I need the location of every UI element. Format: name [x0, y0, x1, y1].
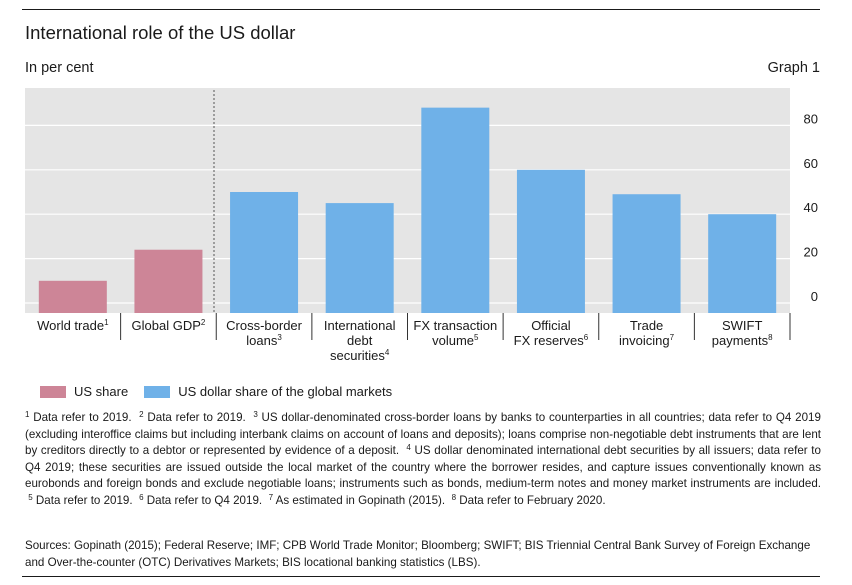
x-tick-label: payments8 — [712, 333, 773, 348]
x-tick-label: volume5 — [432, 333, 479, 348]
y-tick-label: 80 — [804, 111, 818, 126]
footnotes: 1 Data refer to 2019. 2 Data refer to 20… — [25, 410, 821, 507]
note-7: As estimated in Gopinath (2015). — [275, 493, 446, 507]
note-2: Data refer to 2019. — [147, 411, 246, 424]
bottom-rule — [22, 576, 820, 577]
x-tick-label: Trade — [630, 318, 663, 333]
y-tick-label: 0 — [811, 289, 818, 304]
x-tick-label: Cross-border — [226, 318, 303, 333]
x-tick-label: securities4 — [330, 348, 390, 363]
chart-title: International role of the US dollar — [25, 22, 296, 43]
unit-label: In per cent — [25, 60, 94, 76]
graph-number: Graph 1 — [767, 60, 820, 76]
x-tick-label: World trade1 — [37, 318, 109, 333]
x-tick-label: debt — [347, 333, 373, 348]
legend: US share US dollar share of the global m… — [40, 384, 408, 399]
legend-item-us-share: US share — [40, 384, 128, 399]
x-tick-label: FX transaction — [413, 318, 497, 333]
x-tick-label: loans3 — [246, 333, 282, 348]
y-tick-label: 40 — [804, 200, 818, 215]
legend-swatch-us-share — [40, 385, 66, 398]
note-4: US dollar denominated international debt… — [25, 444, 821, 490]
note-1: Data refer to 2019. — [33, 411, 132, 424]
legend-label-usd-global: US dollar share of the global markets — [178, 384, 393, 399]
x-tick-label: FX reserves6 — [514, 333, 589, 348]
x-tick-label: International — [324, 318, 396, 333]
bar — [421, 107, 490, 313]
x-tick-label: invoicing7 — [619, 333, 675, 348]
x-tick-label: SWIFT — [722, 318, 762, 333]
bar — [230, 192, 299, 313]
bar — [708, 214, 777, 313]
note-5: Data refer to 2019. — [35, 493, 133, 507]
note-3: US dollar-denominated cross-border loans… — [25, 411, 821, 457]
x-tick-label: Global GDP2 — [132, 318, 206, 333]
x-axis-labels: World trade1 Global GDP2 Cross-borderloans… — [37, 313, 791, 363]
legend-label-us-share: US share — [74, 384, 129, 399]
note-6: Data refer to Q4 2019. — [146, 493, 263, 507]
bar-chart: 0 20 40 60 80 World trade1 Global GDP2 Cross-b… — [25, 88, 818, 363]
bar — [516, 169, 585, 313]
legend-swatch-usd-global — [144, 385, 171, 398]
bar — [325, 203, 394, 313]
top-rule — [22, 9, 820, 10]
y-tick-label: 20 — [804, 245, 818, 260]
bars — [38, 107, 777, 313]
sources: Sources: Gopinath (2015); Federal Reserv… — [25, 539, 811, 569]
y-tick-label: 60 — [804, 156, 818, 171]
x-tick-label: Official — [531, 318, 571, 333]
y-axis: 0 20 40 60 80 — [804, 111, 818, 304]
bar — [612, 194, 681, 313]
bar — [38, 280, 107, 313]
note-8: Data refer to February 2020. — [459, 493, 606, 507]
bar — [134, 249, 203, 313]
legend-item-usd-global: US dollar share of the global markets — [144, 384, 392, 399]
